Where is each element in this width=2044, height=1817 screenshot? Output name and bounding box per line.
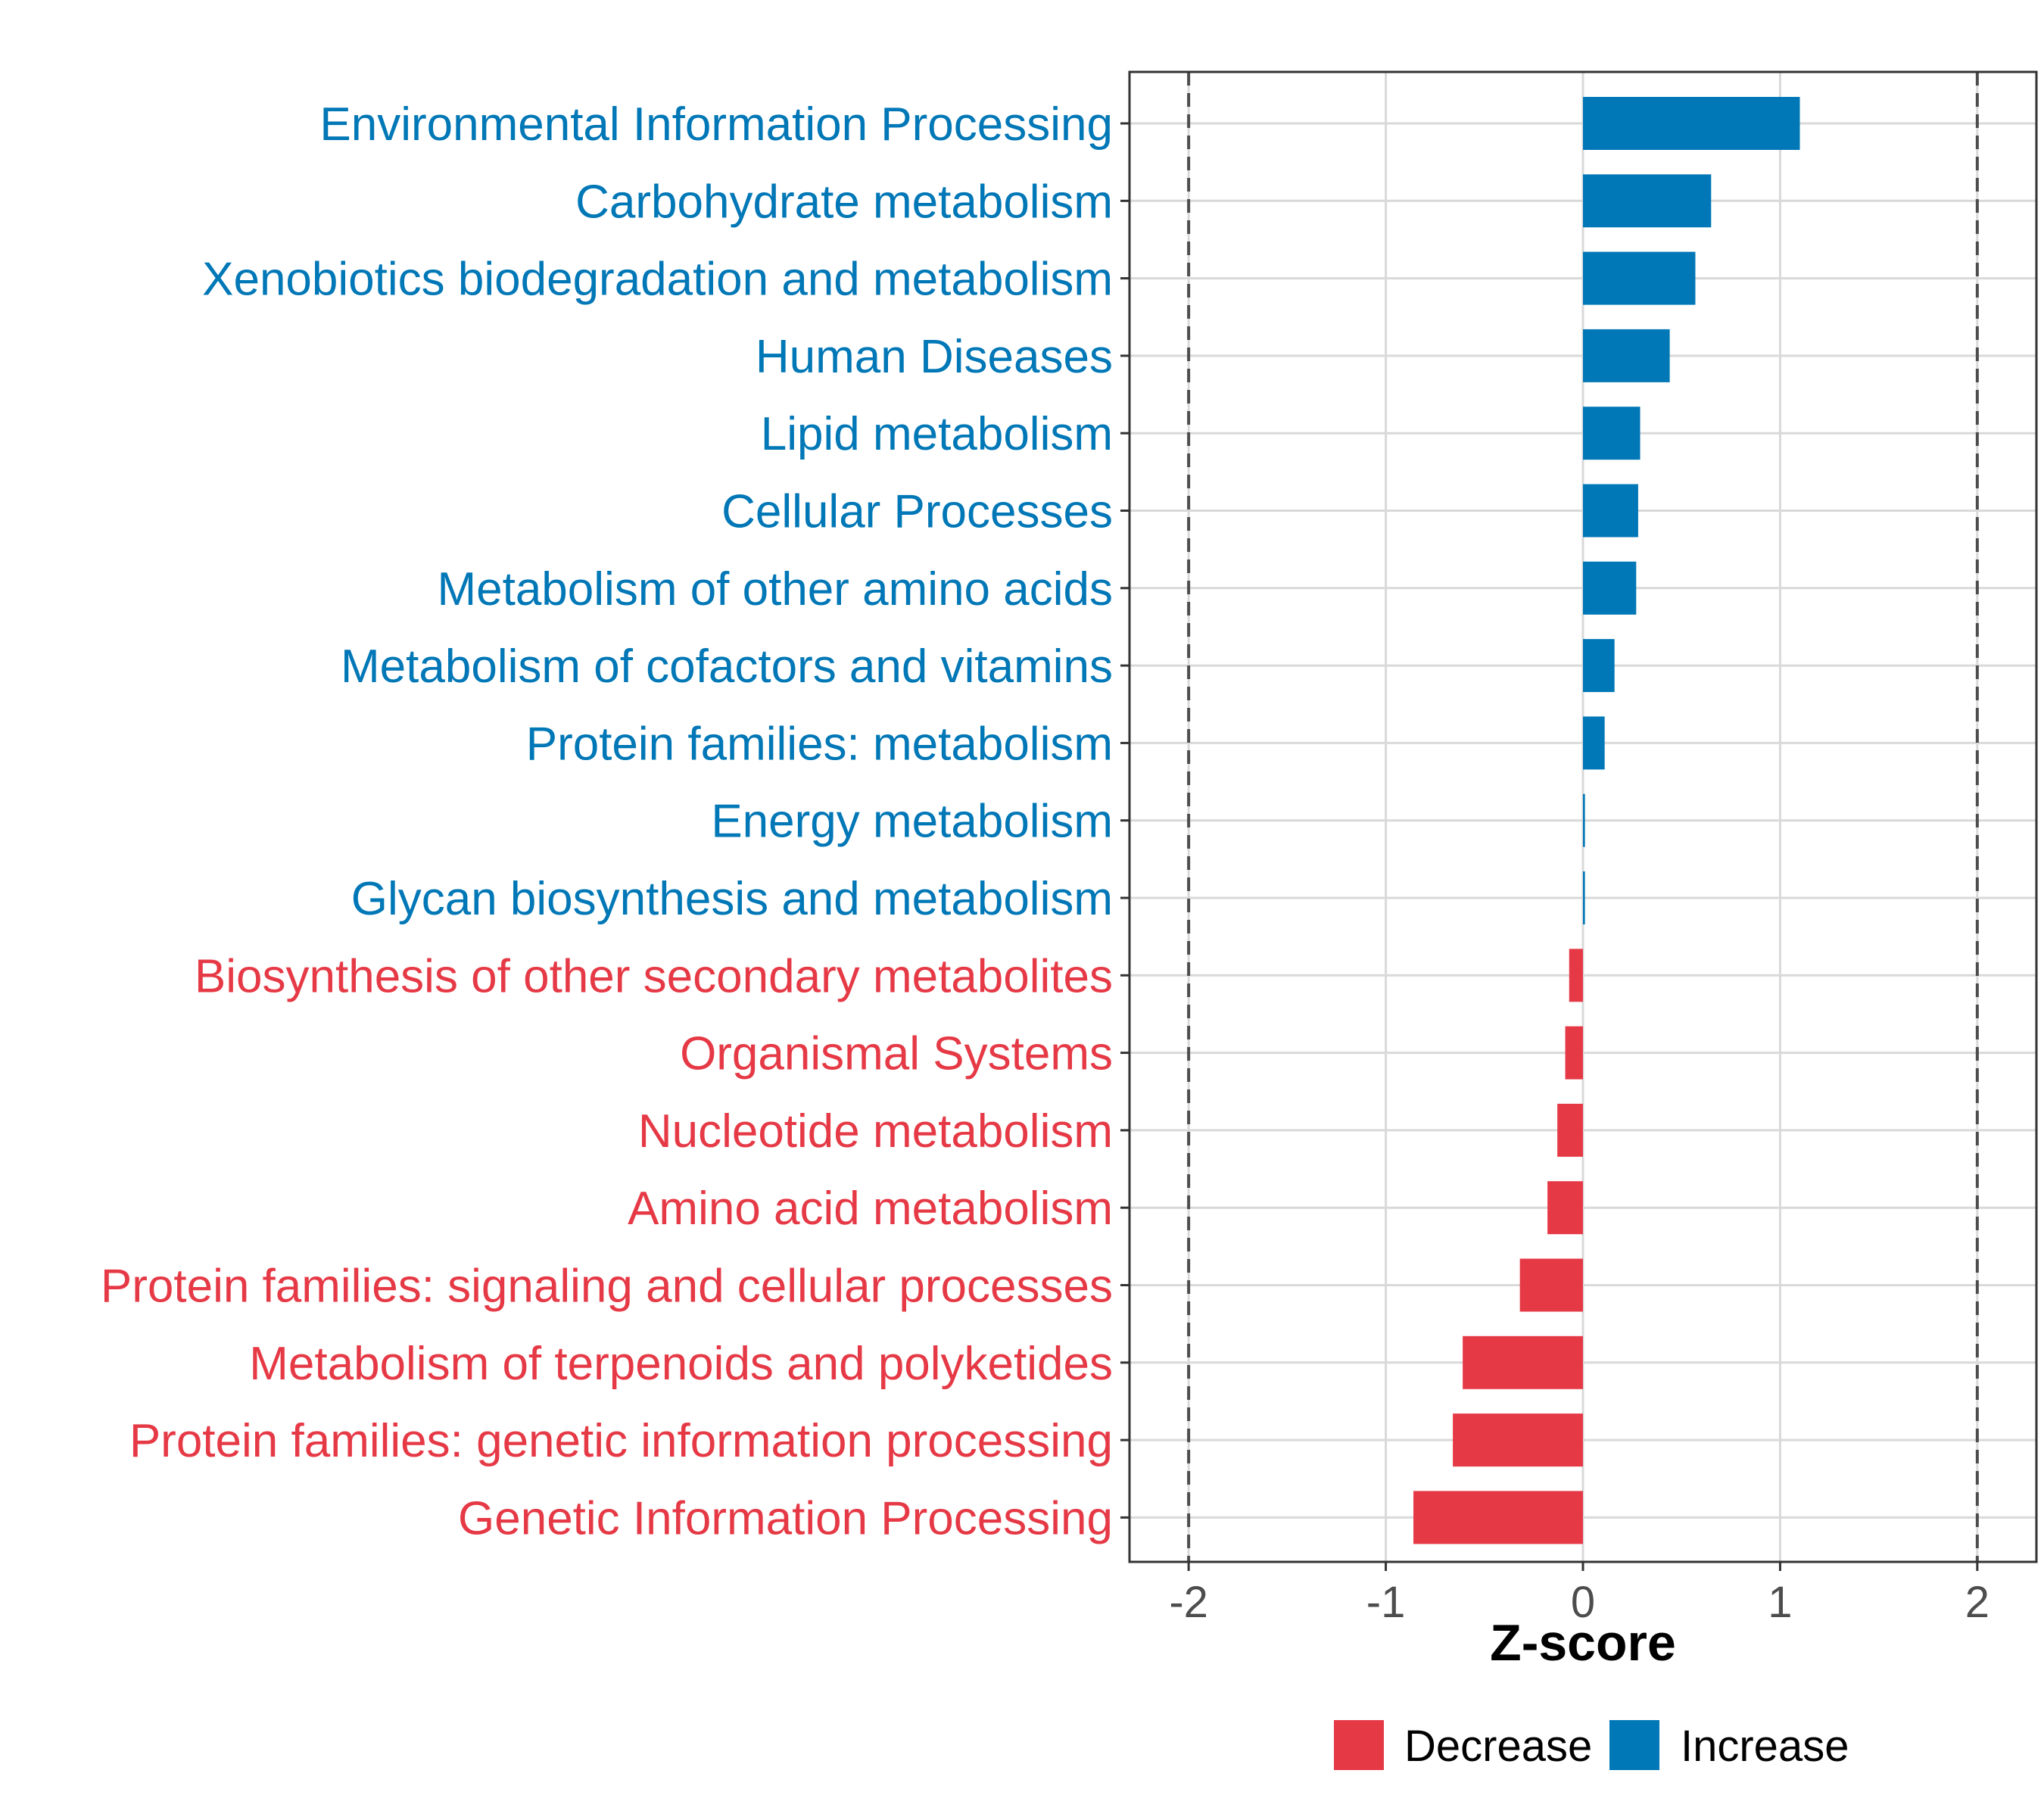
x-tick-label: -1 xyxy=(1366,1578,1406,1627)
category-label-9: Protein families: metabolism xyxy=(526,718,1113,770)
legend-swatch-decrease xyxy=(1334,1720,1384,1770)
bar-7 xyxy=(1583,561,1637,615)
bar-15 xyxy=(1547,1181,1583,1235)
category-label-1: Environmental Information Processing xyxy=(319,98,1113,151)
bar-6 xyxy=(1583,484,1638,538)
category-label-16: Protein families: signaling and cellular… xyxy=(101,1261,1113,1313)
bar-8 xyxy=(1583,639,1615,693)
bar-12 xyxy=(1569,949,1583,1002)
bar-3 xyxy=(1583,251,1696,305)
category-label-11: Glycan biosynthesis and metabolism xyxy=(351,873,1113,925)
bar-17 xyxy=(1463,1335,1583,1389)
x-tick-label: 0 xyxy=(1571,1578,1595,1627)
legend-label-decrease: Decrease xyxy=(1404,1722,1592,1771)
bar-5 xyxy=(1583,407,1640,460)
bar-2 xyxy=(1583,174,1712,228)
bar-13 xyxy=(1565,1026,1583,1080)
category-label-5: Lipid metabolism xyxy=(761,408,1113,460)
bar-10 xyxy=(1583,793,1585,847)
category-label-8: Metabolism of cofactors and vitamins xyxy=(341,640,1113,693)
category-label-3: Xenobiotics biodegradation and metabolis… xyxy=(202,254,1113,306)
category-label-4: Human Diseases xyxy=(756,331,1113,383)
category-label-13: Organismal Systems xyxy=(680,1028,1113,1080)
x-axis-title: Z-score xyxy=(1490,1614,1676,1672)
bar-9 xyxy=(1583,716,1605,770)
category-label-17: Metabolism of terpenoids and polyketides xyxy=(249,1338,1113,1390)
category-label-14: Nucleotide metabolism xyxy=(638,1105,1113,1158)
bar-11 xyxy=(1583,871,1585,924)
bar-18 xyxy=(1453,1413,1583,1467)
x-tick-label: -2 xyxy=(1169,1578,1208,1627)
category-label-7: Metabolism of other amino acids xyxy=(437,563,1113,616)
category-label-12: Biosynthesis of other secondary metaboli… xyxy=(195,950,1113,1002)
category-label-10: Energy metabolism xyxy=(711,796,1113,848)
bar-16 xyxy=(1519,1258,1583,1312)
bar-14 xyxy=(1557,1103,1583,1157)
x-tick-label: 2 xyxy=(1965,1578,1989,1627)
bar-19 xyxy=(1413,1491,1583,1544)
category-label-2: Carbohydrate metabolism xyxy=(575,176,1113,228)
x-tick-label: 1 xyxy=(1768,1578,1792,1627)
category-label-18: Protein families: genetic information pr… xyxy=(129,1415,1113,1467)
legend-swatch-increase xyxy=(1609,1720,1659,1770)
category-label-19: Genetic Information Processing xyxy=(458,1492,1113,1544)
category-label-6: Cellular Processes xyxy=(721,486,1113,538)
bar-4 xyxy=(1583,329,1670,382)
bar-1 xyxy=(1583,97,1800,150)
category-label-15: Amino acid metabolism xyxy=(628,1183,1113,1235)
legend-label-increase: Increase xyxy=(1681,1722,1849,1771)
